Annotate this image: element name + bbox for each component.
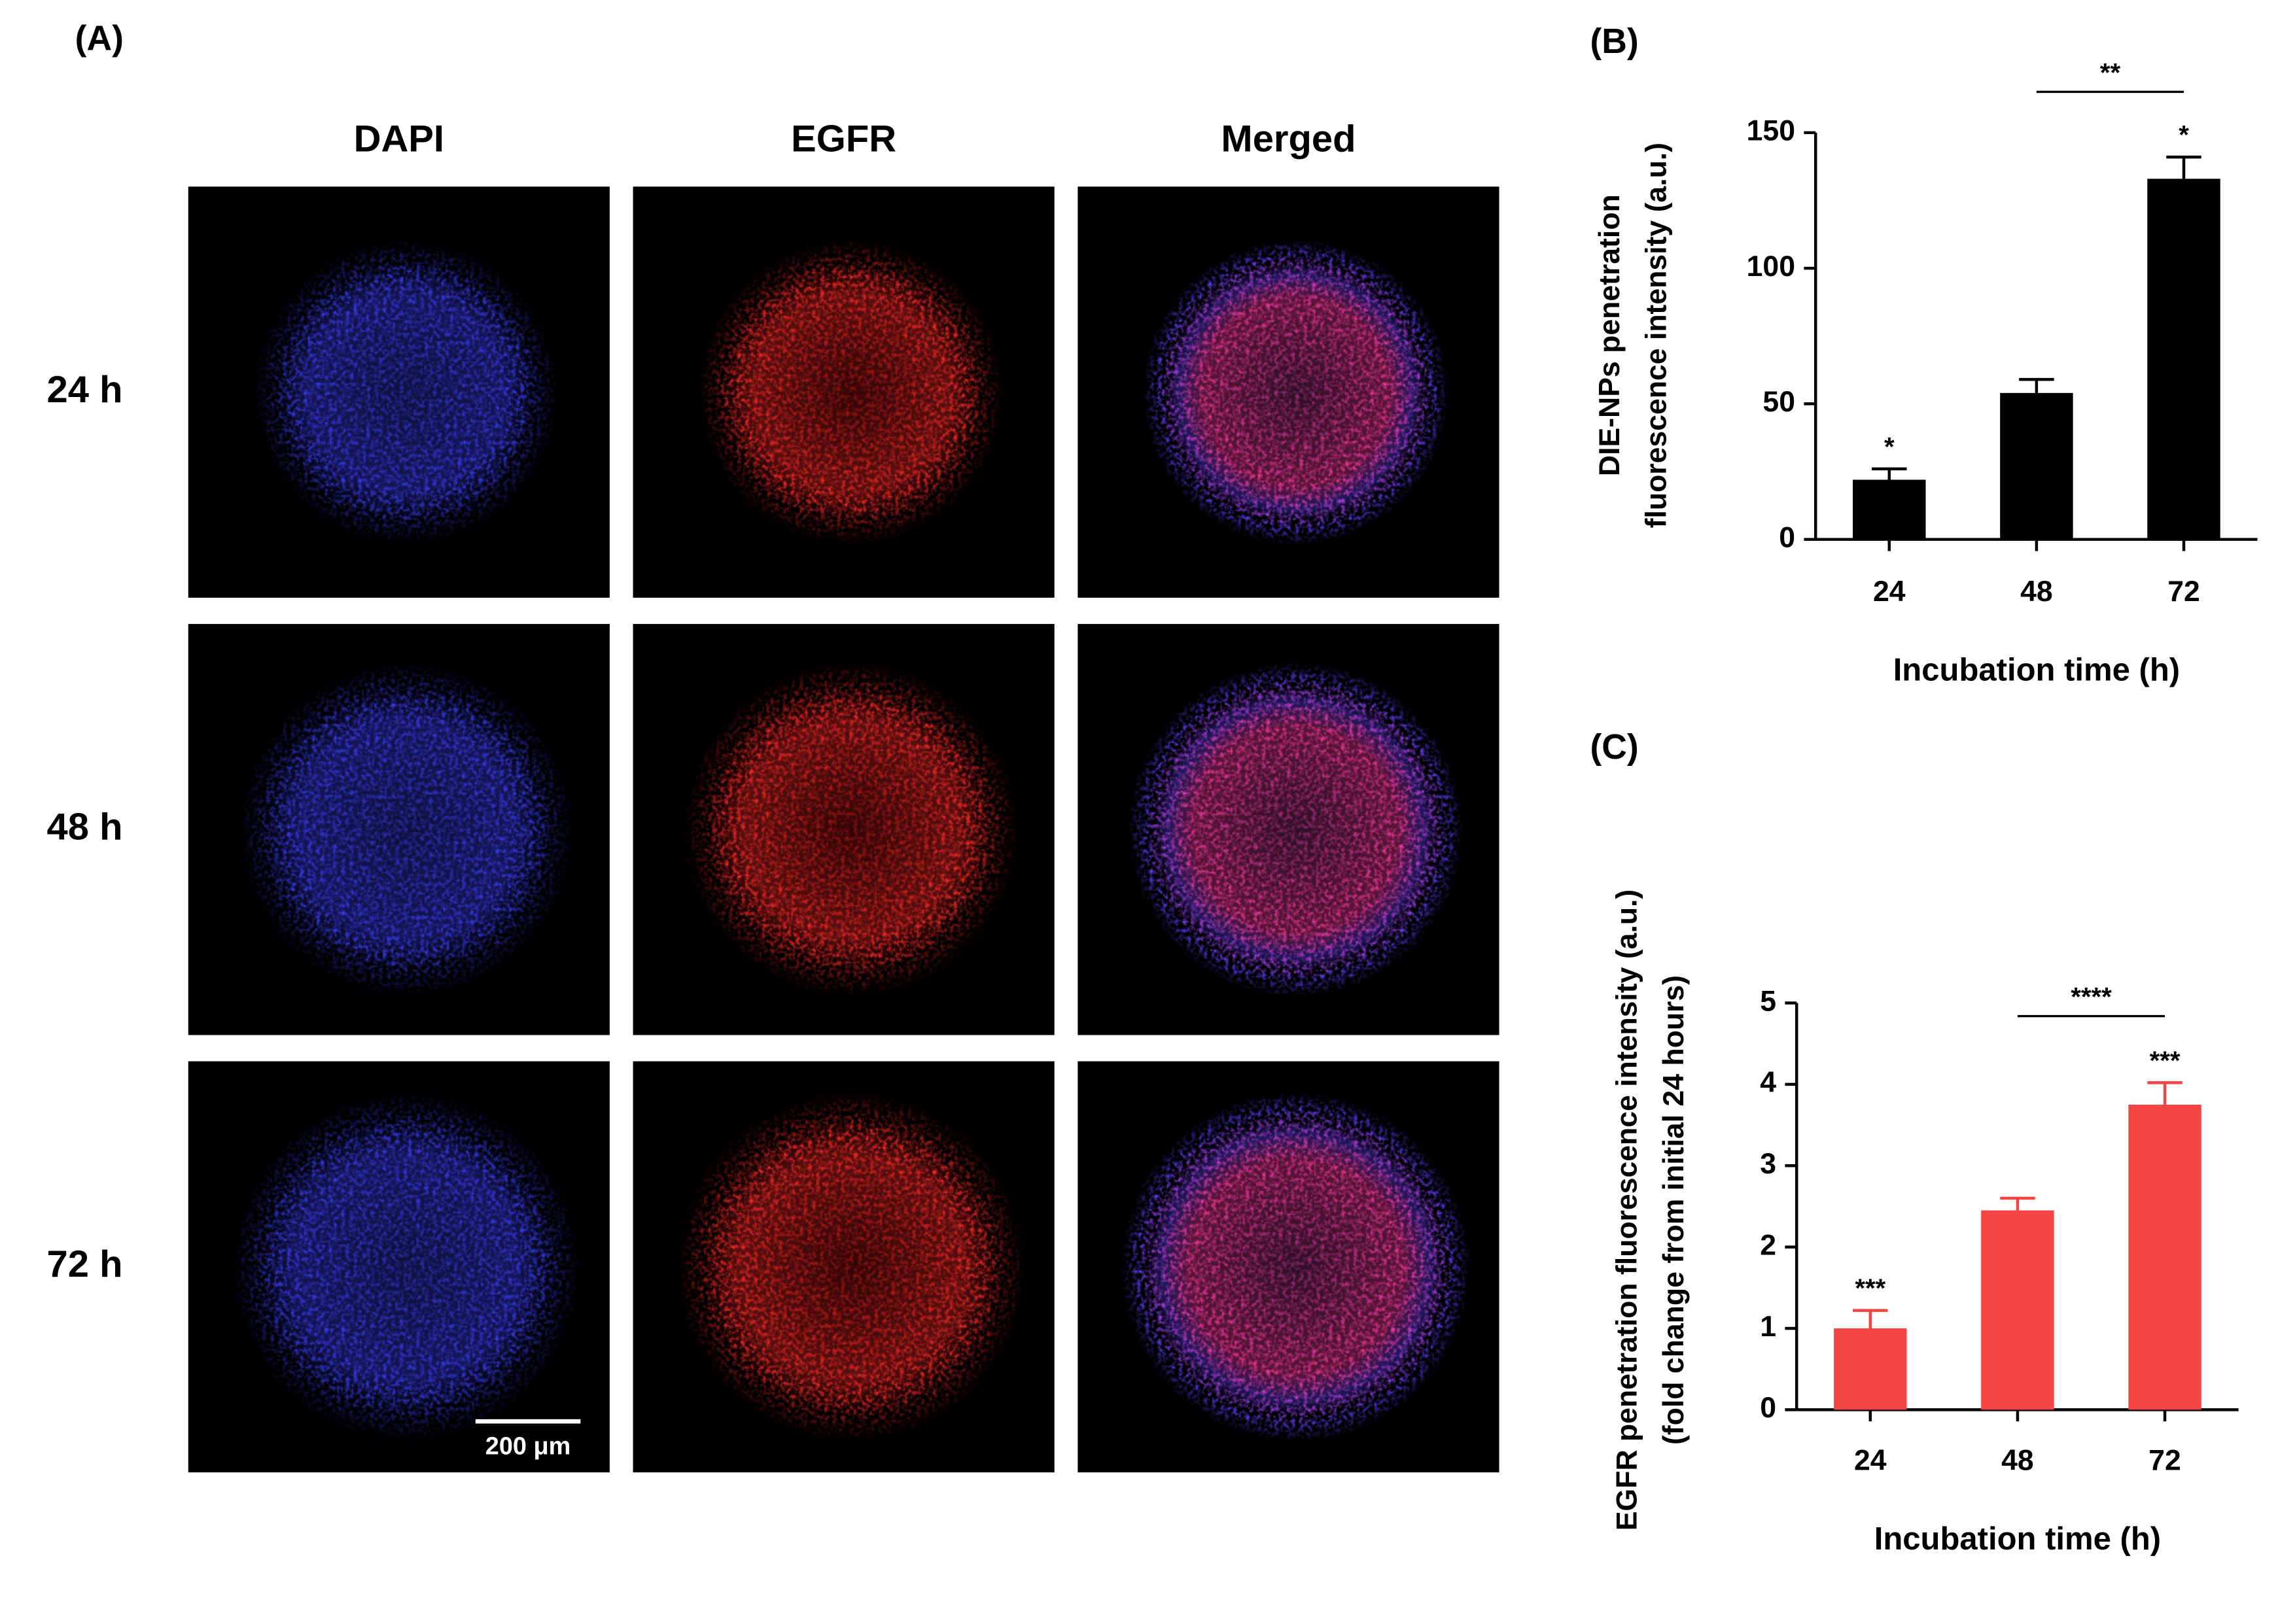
- spheroid-core: [708, 687, 994, 973]
- spheroid-core: [720, 262, 981, 523]
- bar: [1834, 1328, 1907, 1410]
- scale-bar-label: 200 μm: [485, 1432, 571, 1460]
- spheroid-core: [257, 1118, 555, 1416]
- significance-label: *: [1884, 432, 1895, 461]
- spheroid-core: [1165, 262, 1426, 523]
- panel-label: (A): [75, 20, 124, 58]
- significance-label: ***: [2150, 1046, 2181, 1075]
- y-axis-label: fluorescence intensity (a.u.): [1640, 143, 1672, 528]
- y-axis-label: DIE-NPs penetration: [1594, 194, 1626, 476]
- spheroid-core: [276, 262, 536, 523]
- column-header: EGFR: [791, 118, 896, 160]
- spheroid-core: [702, 1118, 1000, 1416]
- y-tick-label: 2: [1760, 1229, 1776, 1261]
- spheroid-core: [264, 687, 549, 973]
- spheroid-core: [1147, 1118, 1445, 1416]
- y-tick-label: 50: [1762, 386, 1795, 418]
- y-tick-label: 150: [1747, 115, 1795, 147]
- significance-label: *: [2179, 120, 2189, 150]
- bar: [1981, 1210, 2054, 1410]
- bar: [1853, 479, 1926, 540]
- panel-label: (B): [1590, 22, 1638, 61]
- significance-label: ****: [2071, 982, 2112, 1011]
- row-label: 48 h: [47, 806, 123, 848]
- micrograph-grid: [188, 186, 1499, 1473]
- y-tick-label: 1: [1760, 1311, 1776, 1343]
- bar: [2000, 392, 2073, 540]
- significance-label: **: [2100, 58, 2121, 87]
- x-tick-label: 24: [1873, 576, 1906, 608]
- x-tick-label: 48: [2001, 1444, 2034, 1476]
- column-header: DAPI: [354, 118, 444, 160]
- y-axis-label: (fold change from initial 24 hours): [1658, 975, 1690, 1445]
- y-tick-label: 4: [1760, 1067, 1776, 1099]
- spheroid-core: [1153, 687, 1439, 973]
- x-tick-label: 48: [2020, 576, 2053, 608]
- x-tick-label: 72: [2167, 576, 2200, 608]
- y-tick-label: 100: [1747, 251, 1795, 283]
- y-tick-label: 3: [1760, 1148, 1776, 1180]
- x-axis-label: Incubation time (h): [1874, 1521, 2161, 1557]
- y-tick-label: 0: [1760, 1392, 1776, 1424]
- x-tick-label: 24: [1854, 1444, 1887, 1476]
- row-label: 24 h: [47, 369, 123, 411]
- x-tick-label: 72: [2148, 1444, 2181, 1476]
- x-axis-label: Incubation time (h): [1893, 652, 2180, 687]
- row-label: 72 h: [47, 1243, 123, 1285]
- bar: [2147, 179, 2220, 540]
- y-axis-label: EGFR penetration fluorescence intensity …: [1611, 890, 1643, 1531]
- panel-label: (C): [1590, 728, 1638, 767]
- significance-label: ***: [1855, 1273, 1885, 1303]
- y-tick-label: 5: [1760, 985, 1776, 1017]
- column-header: Merged: [1221, 118, 1356, 160]
- y-tick-label: 0: [1779, 521, 1795, 553]
- bar: [2128, 1104, 2201, 1410]
